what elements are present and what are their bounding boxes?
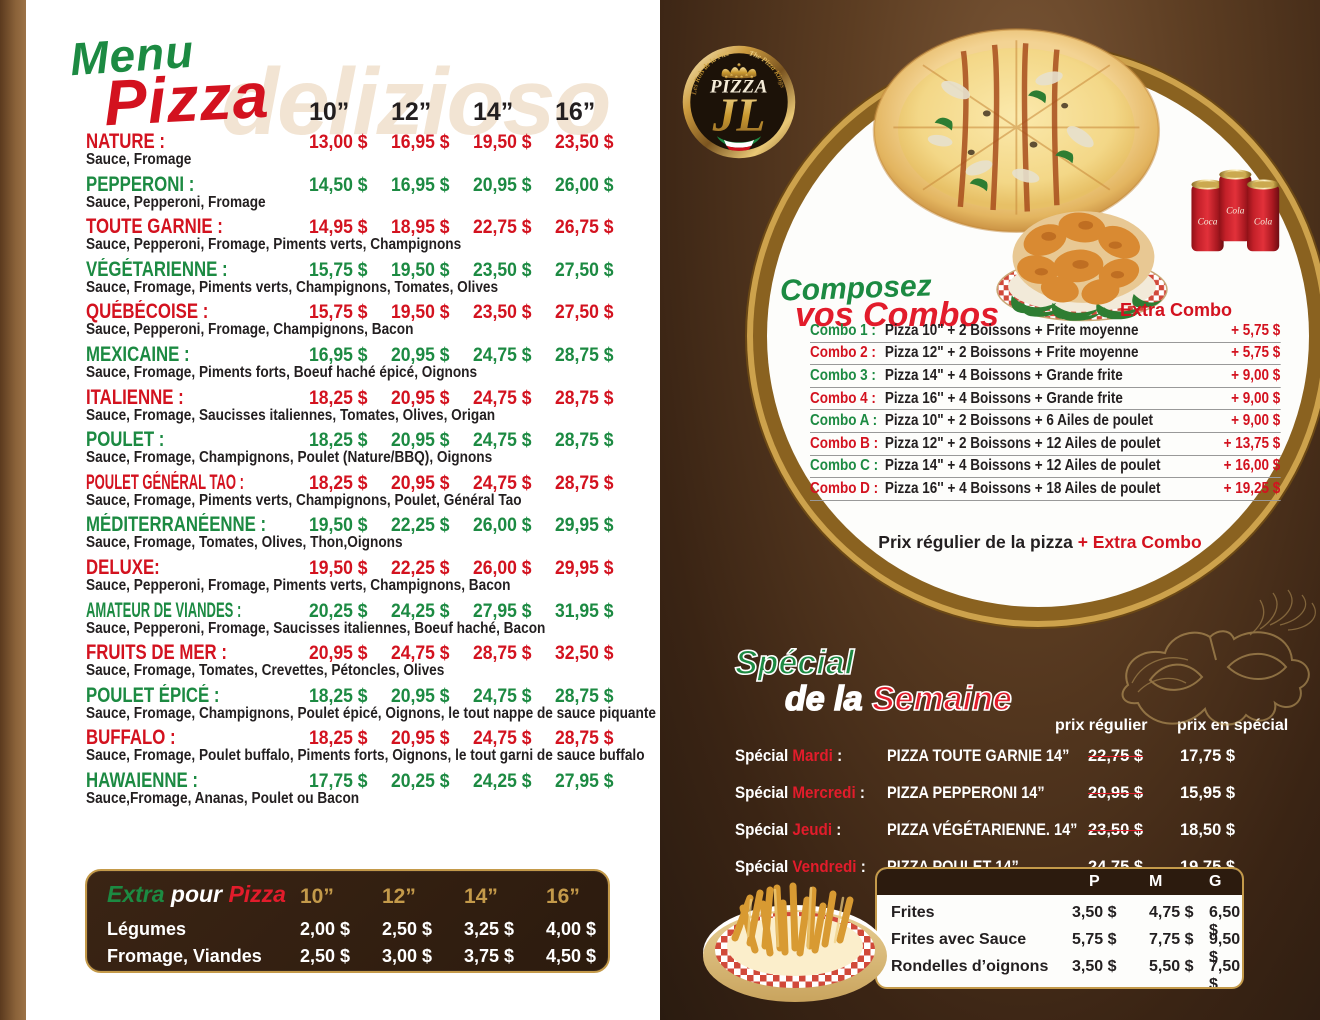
svg-text:Cola: Cola (1226, 206, 1245, 216)
svg-text:JL: JL (712, 90, 766, 142)
svg-text:Coca: Coca (1198, 218, 1218, 228)
svg-text:Cola: Cola (1254, 218, 1273, 228)
